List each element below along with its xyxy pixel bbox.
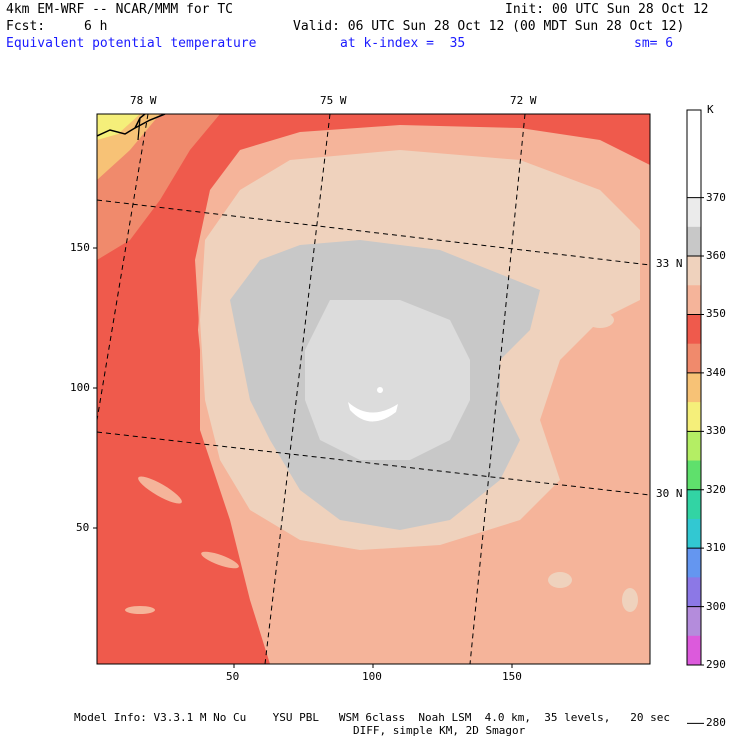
colorbar-level-label: 320 (706, 482, 726, 496)
colorbar-swatch (687, 343, 701, 374)
x-tick-100: 100 (362, 670, 382, 683)
forecast-hour: 6 h (84, 19, 108, 34)
blob (125, 606, 155, 614)
lon-label-72w: 72 W (510, 94, 537, 107)
eye-spot (377, 387, 383, 393)
x-tick-50: 50 (226, 670, 240, 683)
colorbar-unit: K (707, 103, 714, 116)
colorbar-level-label: 360 (706, 249, 726, 263)
colorbar-swatch (687, 577, 701, 608)
colorbar-swatch (687, 314, 701, 345)
lon-label-78w: 78 W (130, 94, 157, 107)
colorbar-level-label: 350 (706, 307, 726, 321)
colorbar-level-label: 330 (706, 424, 726, 438)
x-tick-150: 150 (502, 670, 522, 683)
field-320 (97, 114, 140, 140)
colorbar-level-label: 310 (706, 541, 726, 555)
colorbar-swatch (687, 606, 701, 637)
lon-label-75w: 75 W (320, 94, 347, 107)
footer-model-info: Model Info: V3.3.1 M No Cu YSU PBL WSM 6… (74, 711, 671, 724)
field-name: Equivalent potential temperature (6, 36, 257, 51)
colorbar-swatch (687, 285, 701, 315)
level-info: at k-index = 35 (340, 36, 466, 51)
smoothing-info: sm= 6 (634, 36, 674, 51)
init-time: Init: 00 UTC Sun 28 Oct 12 (505, 2, 709, 17)
coastline (97, 114, 146, 137)
y-tick-100: 100 (70, 381, 90, 394)
blob (586, 312, 614, 328)
colorbar-level-label: 340 (706, 365, 726, 379)
blob (201, 551, 239, 569)
blob (548, 572, 572, 588)
blob (138, 476, 182, 504)
map-field (97, 114, 650, 664)
coastline (134, 114, 166, 129)
colorbar-swatch (687, 226, 701, 257)
colorbar-swatch (687, 110, 701, 140)
colorbar-swatch (687, 139, 701, 169)
colorbar-swatch (687, 489, 701, 520)
eye-crescent (348, 402, 398, 422)
lat-label-30n: 30 N (656, 487, 683, 500)
colorbar-level-label: 300 (706, 599, 726, 613)
field-365 (305, 300, 470, 460)
footer-diffusion: DIFF, simple KM, 2D Smagor (353, 724, 526, 737)
graticule (97, 114, 650, 664)
colorbar-level-label: 370 (706, 190, 726, 204)
colorbar-swatch (687, 168, 701, 199)
state-line (137, 117, 141, 141)
colorbar (686, 109, 704, 724)
blob (622, 588, 638, 612)
colorbar-swatch (687, 431, 701, 462)
colorbar-swatch (687, 197, 701, 228)
colorbar-level-label: 280 (706, 716, 726, 730)
valid-time: Valid: 06 UTC Sun 28 Oct 12 (00 MDT Sun … (293, 19, 685, 34)
colorbar-swatch (687, 460, 701, 491)
y-tick-150: 150 (70, 241, 90, 254)
lat-label-33n: 33 N (656, 257, 683, 270)
colorbar-swatch (687, 256, 701, 286)
y-tick-50: 50 (76, 521, 90, 534)
colorbar-level-label: 290 (706, 658, 726, 671)
model-title: 4km EM-WRF -- NCAR/MMM for TC (6, 2, 233, 17)
colorbar-swatch (687, 635, 701, 666)
colorbar-swatch (687, 548, 701, 578)
forecast-label: Fcst: (6, 19, 46, 34)
colorbar-swatch (687, 518, 701, 549)
colorbar-swatch (687, 372, 701, 403)
colorbar-swatch (687, 402, 701, 432)
axis-ticks (93, 247, 513, 668)
